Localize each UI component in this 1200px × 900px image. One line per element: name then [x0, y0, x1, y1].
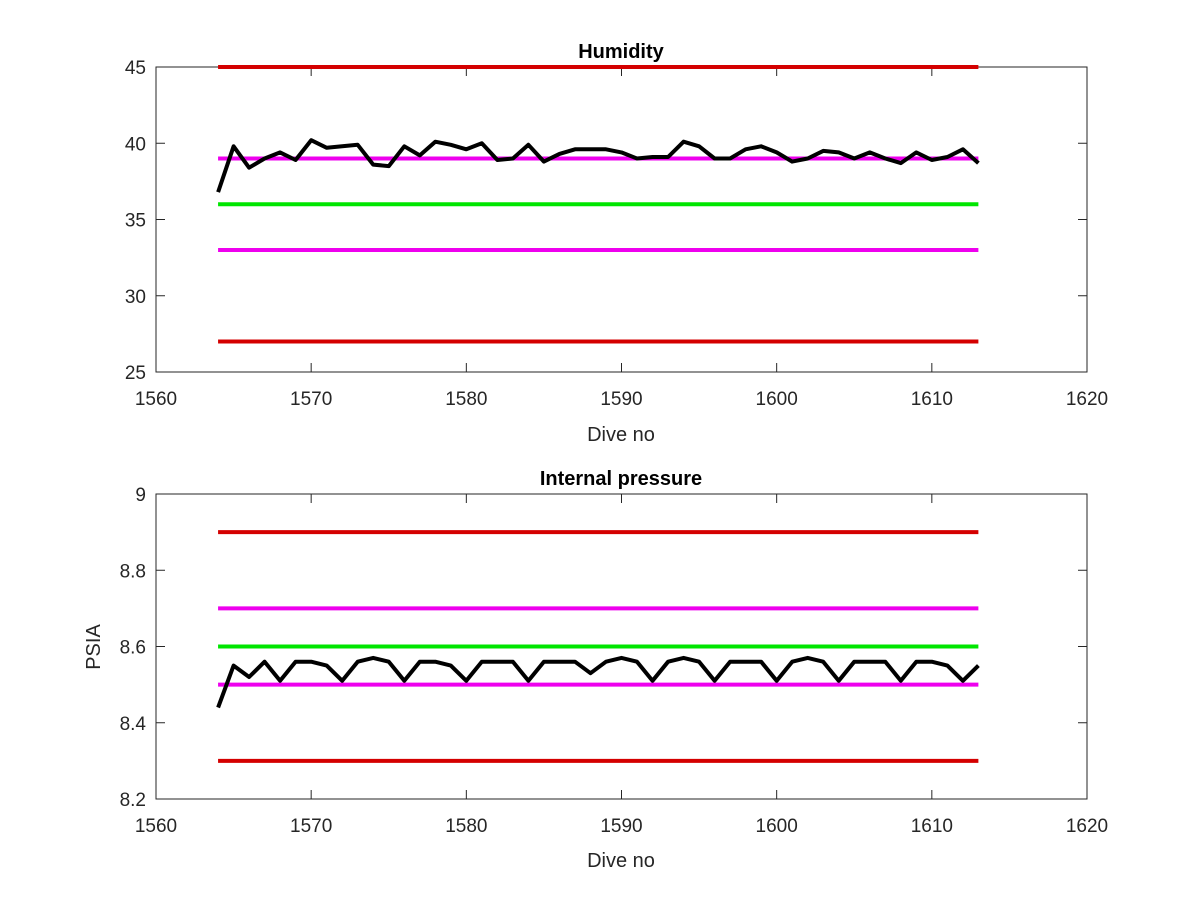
y-tick-label-1-4: 9 — [135, 485, 146, 506]
y-tick-label-1-3: 8.8 — [120, 561, 146, 582]
pressure-ylabel: PSIA — [83, 624, 105, 670]
x-tick-label-1-3: 1590 — [600, 816, 642, 837]
x-tick-label-0-1: 1570 — [290, 389, 332, 410]
x-tick-label-0-4: 1600 — [756, 389, 798, 410]
x-tick-label-1-4: 1600 — [756, 816, 798, 837]
y-tick-label-1-2: 8.6 — [120, 638, 146, 659]
y-tick-label-0-3: 40 — [125, 134, 146, 155]
humidity-title: Humidity — [578, 41, 664, 63]
series-line-0-0 — [216, 138, 980, 193]
pressure-xlabel: Dive no — [587, 850, 655, 872]
series-line-1-0 — [216, 655, 980, 709]
x-tick-label-1-1: 1570 — [290, 816, 332, 837]
x-tick-label-0-5: 1610 — [911, 389, 953, 410]
x-tick-label-1-2: 1580 — [445, 816, 487, 837]
y-tick-label-0-2: 35 — [125, 211, 146, 232]
x-tick-label-0-3: 1590 — [600, 389, 642, 410]
x-tick-label-0-0: 1560 — [135, 389, 177, 410]
internal-pressure-chart: 1560 1570 1580 1590 1600 1610 1620 8.2 8.4 8.6 8.8… — [83, 468, 1108, 872]
y-tick-label-0-0: 25 — [125, 363, 146, 384]
y-tick-label-0-1: 30 — [125, 287, 146, 308]
x-tick-label-0-2: 1580 — [445, 389, 487, 410]
x-tick-label-1-0: 1560 — [135, 816, 177, 837]
humidity-xlabel: Dive no — [587, 424, 655, 446]
x-tick-label-0-6: 1620 — [1066, 389, 1108, 410]
y-tick-label-1-0: 8.2 — [120, 790, 146, 811]
y-tick-label-0-4: 45 — [125, 58, 146, 79]
y-tick-label-1-1: 8.4 — [120, 714, 147, 735]
x-tick-label-1-5: 1610 — [911, 816, 953, 837]
pressure-title: Internal pressure — [540, 468, 702, 490]
humidity-chart: 1560 1570 1580 1590 1600 1610 1620 25 30 35 40 45 Hu… — [125, 41, 1108, 446]
x-tick-label-1-6: 1620 — [1066, 816, 1108, 837]
